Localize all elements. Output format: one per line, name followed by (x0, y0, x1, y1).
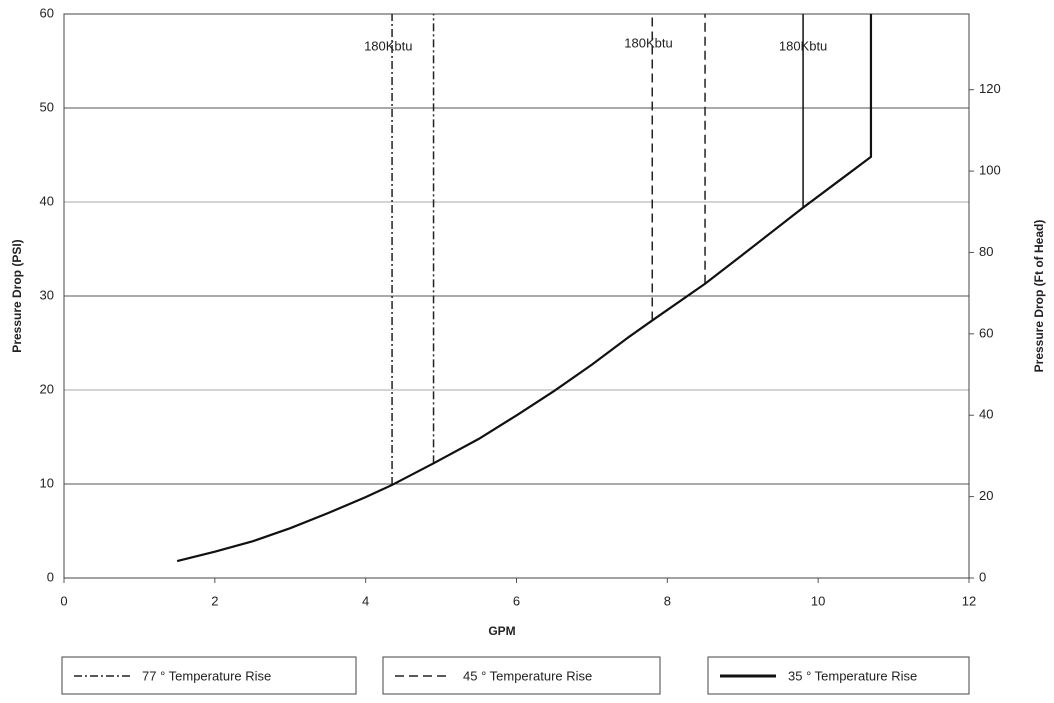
y2-tick-label: 80 (979, 244, 993, 259)
annotation: 180Kbtu (624, 36, 672, 51)
y-tick-label: 40 (40, 193, 54, 208)
x-tick-label: 10 (811, 593, 825, 608)
y-tick-label: 50 (40, 99, 54, 114)
y2-tick-label: 0 (979, 569, 986, 584)
plot-frame (63, 13, 970, 579)
x-axis-label: GPM (488, 624, 515, 638)
y2-tick-label: 100 (979, 163, 1001, 178)
legend-item: 45 ° Temperature Rise (382, 656, 661, 695)
x-tick-label: 0 (60, 593, 67, 608)
y2-tick-label: 20 (979, 488, 993, 503)
y2-tick-label: 120 (979, 81, 1001, 96)
y-tick-label: 10 (40, 475, 54, 490)
legend-item: 35 ° Temperature Rise (707, 656, 970, 695)
y-tick-label: 0 (47, 569, 54, 584)
x-tick-label: 4 (362, 593, 369, 608)
annotation: 180Kbtu (364, 38, 412, 53)
y-tick-label: 30 (40, 287, 54, 302)
y-tick-label: 20 (40, 381, 54, 396)
annotation: 180Kbtu (779, 38, 827, 53)
y-axis-label: Pressure Drop (PSI) (10, 239, 24, 352)
legend-box (707, 656, 970, 695)
y2-axis-label: Pressure Drop (Ft of Head) (1032, 220, 1046, 373)
legend-label: 45 ° Temperature Rise (463, 668, 592, 683)
legend-label: 35 ° Temperature Rise (788, 668, 917, 683)
x-tick-label: 2 (211, 593, 218, 608)
legend-label: 77 ° Temperature Rise (142, 668, 271, 683)
x-tick-label: 8 (664, 593, 671, 608)
x-tick-label: 12 (962, 593, 976, 608)
legend-item: 77 ° Temperature Rise (61, 656, 357, 695)
pressure-curve (176, 14, 873, 563)
y2-tick-label: 60 (979, 325, 993, 340)
x-tick-label: 6 (513, 593, 520, 608)
y-tick-label: 60 (40, 5, 54, 20)
y2-tick-label: 40 (979, 407, 993, 422)
